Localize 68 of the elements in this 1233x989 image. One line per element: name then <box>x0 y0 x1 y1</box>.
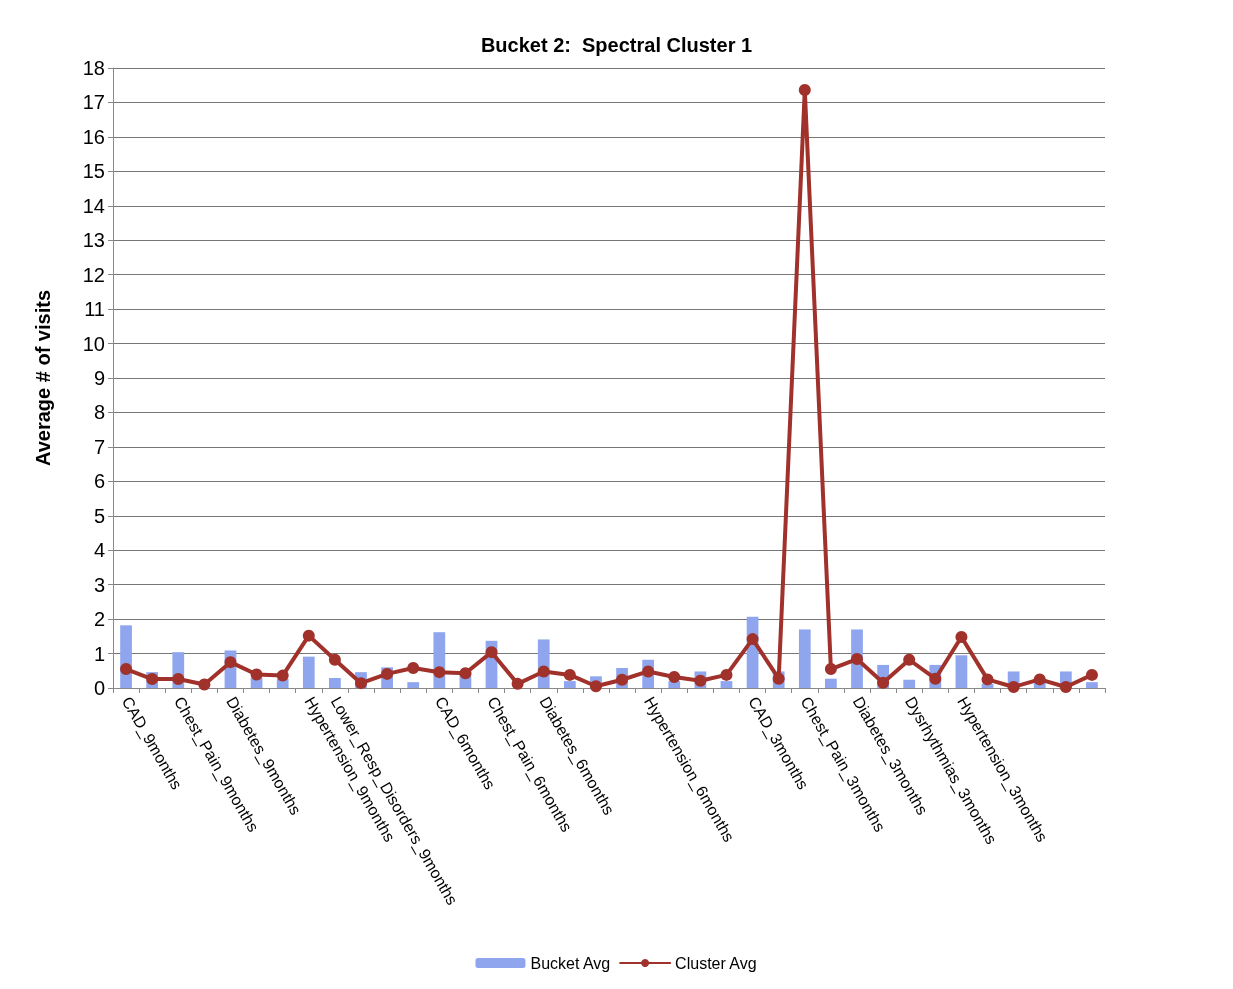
y-tick-label: 16 <box>82 125 105 148</box>
y-tick-label: 17 <box>82 91 105 114</box>
point <box>955 631 968 644</box>
point <box>224 656 237 669</box>
point <box>903 653 916 666</box>
point <box>642 665 655 678</box>
y-tick-label: 10 <box>82 332 105 355</box>
point <box>720 668 733 681</box>
point <box>1007 680 1020 693</box>
y-tick-label: 3 <box>93 573 105 596</box>
point <box>302 629 315 642</box>
y-tick-label: 11 <box>84 298 105 321</box>
legend-label: Bucket Avg <box>530 954 611 972</box>
y-tick-label: 4 <box>93 539 105 562</box>
point <box>250 668 263 681</box>
point <box>851 653 863 666</box>
point <box>981 673 994 686</box>
point <box>459 667 472 680</box>
bar <box>1086 682 1098 688</box>
point <box>1033 673 1046 686</box>
point <box>824 663 837 676</box>
bar <box>955 655 968 688</box>
y-tick-label: 15 <box>82 160 105 183</box>
point <box>328 653 341 666</box>
point <box>1085 668 1098 681</box>
bar <box>720 681 733 688</box>
point <box>511 677 524 690</box>
y-tick-label: 1 <box>93 642 105 665</box>
point <box>616 673 629 686</box>
bar <box>407 682 420 688</box>
y-tick-label: 7 <box>93 435 105 458</box>
point <box>877 676 890 689</box>
point <box>276 669 289 682</box>
point <box>485 646 498 659</box>
bar <box>563 681 576 688</box>
y-tick-label: 12 <box>82 263 105 286</box>
y-tick-label: 6 <box>93 470 105 493</box>
bar <box>825 678 837 688</box>
bar <box>798 629 811 688</box>
point <box>407 662 420 675</box>
bar <box>302 656 315 688</box>
y-tick-label: 5 <box>93 504 105 527</box>
point <box>1059 680 1072 693</box>
y-tick-label: 8 <box>93 401 105 424</box>
point <box>355 677 367 690</box>
y-axis-title: Average # of visits <box>32 289 54 467</box>
point <box>746 633 759 646</box>
point <box>563 668 576 681</box>
point <box>433 666 446 679</box>
y-tick-label: 18 <box>82 57 105 79</box>
point <box>798 84 811 97</box>
y-tick-label: 9 <box>93 367 105 389</box>
bar <box>903 679 916 688</box>
y-tick-label: 2 <box>93 608 105 631</box>
bar <box>329 678 341 688</box>
point <box>120 663 133 676</box>
point <box>589 680 602 693</box>
point <box>537 665 550 678</box>
point <box>172 673 185 686</box>
y-tick-label: 13 <box>82 229 105 252</box>
y-tick-label: 0 <box>93 677 105 699</box>
point <box>381 667 394 680</box>
point <box>198 678 211 691</box>
point <box>929 672 942 685</box>
chart-title: Bucket 2: Spectral Cluster 1 <box>480 34 753 56</box>
legend-label: Cluster Avg <box>675 954 757 972</box>
point <box>668 670 681 683</box>
y-tick-label: 14 <box>82 194 105 217</box>
